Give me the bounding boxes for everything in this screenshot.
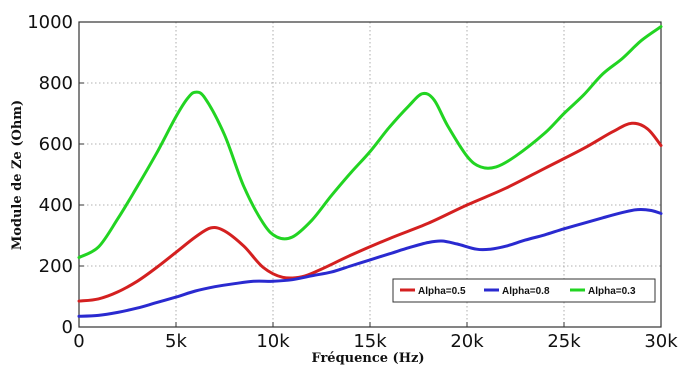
y-tick-label: 400 (39, 195, 73, 216)
x-tick-label: 25k (547, 331, 581, 352)
legend-label-alpha-0-8: Alpha=0.8 (502, 286, 550, 297)
x-tick-label: 5k (165, 331, 187, 352)
y-tick-label: 1000 (27, 12, 73, 33)
series-line-alpha-0-3 (77, 25, 663, 259)
axis-ticks: 0 5k 10k 15k 20k 25k 30k 0 200 400 600 800 1000 (27, 12, 678, 352)
x-tick-label: 10k (256, 331, 290, 352)
legend-label-alpha-0-5: Alpha=0.5 (418, 286, 466, 297)
y-tick-label: 200 (39, 256, 73, 277)
y-tick-label: 600 (39, 134, 73, 155)
x-tick-label: 15k (353, 331, 387, 352)
y-tick-label: 0 (62, 317, 73, 338)
series-line-alpha-0-8 (77, 207, 663, 318)
legend: Alpha=0.5 Alpha=0.8 Alpha=0.3 (392, 278, 656, 303)
y-axis-label: Module de Ze (Ohm) (10, 100, 25, 250)
x-tick-label: 30k (644, 331, 678, 352)
legend-box (392, 278, 656, 303)
grid (79, 22, 661, 327)
x-tick-label: 0 (73, 331, 84, 352)
x-tick-label: 20k (450, 331, 484, 352)
legend-label-alpha-0-3: Alpha=0.3 (588, 286, 636, 297)
x-axis-label: Fréquence (Hz) (311, 351, 424, 366)
y-tick-label: 800 (39, 73, 73, 94)
series-layer (77, 25, 663, 318)
